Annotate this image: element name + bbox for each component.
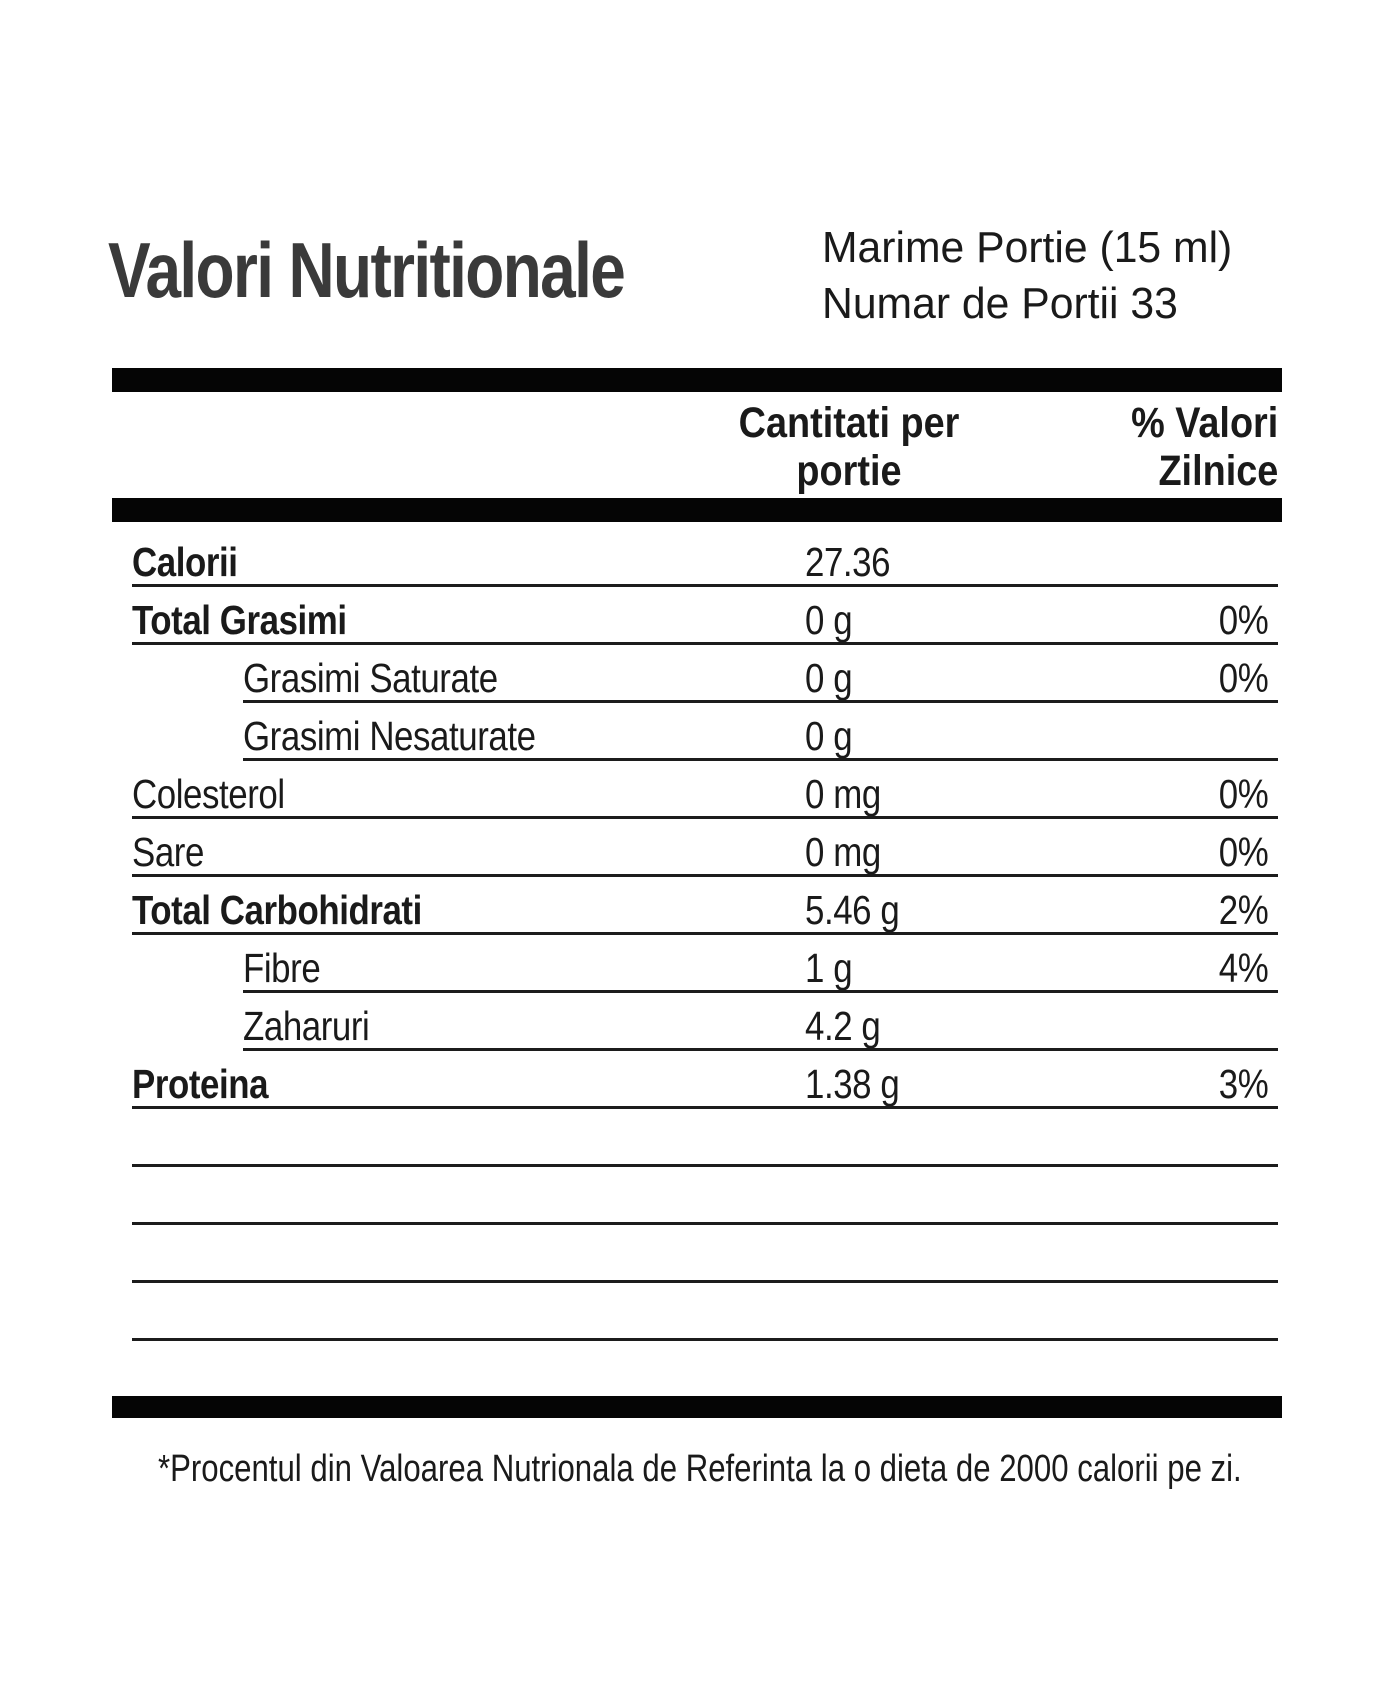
row-underline [132,1280,1278,1283]
nutrient-amount: 5.46 g [805,887,900,933]
empty-row [112,1167,1282,1225]
row-underline [132,1222,1278,1225]
nutrient-amount: 1 g [805,945,853,991]
nutrient-row: Grasimi Nesaturate 0 g [112,703,1282,761]
nutrient-label: Colesterol [132,771,285,817]
nutrient-amount: 0 g [805,597,853,643]
nutrient-label: Grasimi Nesaturate [243,713,536,759]
nutrient-row: Total Carbohidrati 5.46 g 2% [112,877,1282,935]
nutrient-label: Fibre [243,945,321,991]
serving-size: Marime Portie (15 ml) [822,223,1233,272]
empty-row [112,1225,1282,1283]
nutrient-daily-value: 0% [1218,829,1268,875]
row-underline [132,932,1278,935]
nutrient-amount: 0 mg [805,829,881,875]
nutrient-label: Total Grasimi [132,597,347,643]
nutrient-row: Total Grasimi 0 g 0% [112,587,1282,645]
nutrient-rows: Calorii 27.36 Total Grasimi 0 g 0% Grasimi Sa… [112,522,1282,1341]
table-header: Cantitati per portie % Valori Zilnice [112,392,1282,498]
nutrient-amount: 0 mg [805,771,881,817]
empty-row [112,1109,1282,1167]
nutrient-row: Zaharuri 4.2 g [112,993,1282,1051]
row-underline [132,1164,1278,1167]
nutrient-daily-value: 0% [1218,771,1268,817]
nutrient-daily-value: 4% [1218,945,1268,991]
row-underline [243,990,1278,993]
row-underline [132,1338,1278,1341]
header-separator-bar [112,498,1282,522]
nutrient-label: Total Carbohidrati [132,887,422,933]
nutrient-daily-value: 0% [1218,655,1268,701]
row-underline [243,700,1278,703]
footnote-text: *Procentul din Valoarea Nutrionala de Re… [158,1448,1242,1490]
footnote: *Procentul din Valoarea Nutrionala de Re… [0,1448,1400,1491]
row-underline [132,584,1278,587]
nutrition-table: Cantitati per portie % Valori Zilnice Ca… [112,368,1282,1418]
nutrient-amount: 1.38 g [805,1061,900,1107]
row-underline [243,758,1278,761]
nutrient-row: Colesterol 0 mg 0% [112,761,1282,819]
nutrient-row: Calorii 27.36 [112,522,1282,587]
column-header-amount-per-serving: Cantitati per portie [738,399,960,495]
top-separator-bar [112,368,1282,392]
label-title: Valori Nutritionale [108,226,626,314]
nutrient-label: Sare [132,829,204,875]
row-underline [243,1048,1278,1051]
nutrient-daily-value: 3% [1218,1061,1268,1107]
row-underline [132,874,1278,877]
nutrient-label: Proteina [132,1061,269,1107]
nutrient-row: Sare 0 mg 0% [112,819,1282,877]
nutrient-row: Grasimi Saturate 0 g 0% [112,645,1282,703]
column-header-daily-value: % Valori Zilnice [1130,399,1278,495]
nutrient-amount: 0 g [805,655,853,701]
nutrient-label: Grasimi Saturate [243,655,498,701]
row-underline [132,816,1278,819]
row-underline [132,1106,1278,1109]
nutrient-amount: 4.2 g [805,1003,881,1049]
nutrient-label: Calorii [132,539,238,585]
nutrient-amount: 27.36 [805,539,891,585]
nutrient-label: Zaharuri [243,1003,370,1049]
row-underline [132,642,1278,645]
nutrient-amount: 0 g [805,713,853,759]
servings-per-container: Numar de Portii 33 [822,279,1178,328]
empty-row [112,1283,1282,1341]
nutrient-daily-value: 2% [1218,887,1268,933]
nutrient-row: Proteina 1.38 g 3% [112,1051,1282,1109]
nutrient-row: Fibre 1 g 4% [112,935,1282,993]
bottom-separator-bar [112,1396,1282,1418]
nutrient-daily-value: 0% [1218,597,1268,643]
serving-info: Marime Portie (15 ml) Numar de Portii 33 [822,220,1232,332]
